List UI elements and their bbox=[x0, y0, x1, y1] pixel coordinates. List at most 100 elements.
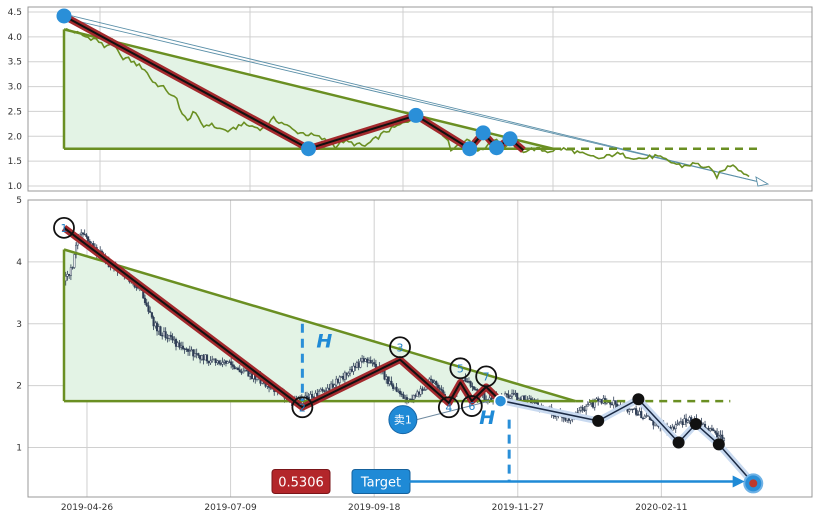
candle-body bbox=[204, 354, 207, 361]
ratio-badge bbox=[271, 469, 331, 495]
candle-body bbox=[149, 311, 152, 313]
candle-body bbox=[226, 361, 229, 364]
candle-body bbox=[147, 305, 150, 312]
candle-body bbox=[245, 370, 248, 372]
overview-y-tick: 2.0 bbox=[8, 132, 23, 142]
candle-body bbox=[523, 395, 526, 401]
candle-body bbox=[75, 244, 78, 255]
candle-body bbox=[431, 379, 434, 384]
detail-projection-dot bbox=[672, 436, 685, 449]
candle-body bbox=[242, 370, 245, 374]
overview-y-tick: 2.5 bbox=[8, 107, 22, 117]
overview-pivot-marker bbox=[56, 8, 72, 24]
candle-body bbox=[83, 233, 86, 236]
detail-projection-path bbox=[416, 393, 764, 494]
wave-label-7: 7 bbox=[483, 370, 490, 383]
overview-y-tick-labels: 1.0 1.5 2.0 2.5 3.0 3.5 4.0 4.5 bbox=[8, 8, 23, 192]
candle-body bbox=[169, 334, 172, 337]
overview-y-tick: 3.0 bbox=[8, 83, 23, 93]
detail-projection-dot bbox=[632, 393, 645, 406]
candle-body bbox=[488, 397, 491, 401]
candle-body bbox=[150, 312, 153, 318]
candle-body bbox=[87, 236, 90, 242]
candle-body bbox=[386, 376, 390, 385]
candle-body bbox=[333, 384, 336, 388]
candle-body bbox=[385, 376, 388, 380]
candle-body bbox=[192, 349, 195, 357]
candle-body bbox=[157, 326, 160, 332]
candle-body bbox=[635, 408, 638, 415]
candle-body bbox=[352, 365, 355, 372]
wave-label-2: 2 bbox=[299, 401, 306, 414]
candle-body bbox=[440, 388, 443, 391]
detail-height-label: H bbox=[316, 330, 332, 352]
candle-body bbox=[231, 364, 234, 367]
overview-panel: 1.0 1.5 2.0 2.5 3.0 3.5 4.0 4.5 bbox=[8, 6, 813, 192]
wave-label-6: 6 bbox=[468, 400, 475, 413]
candle-body bbox=[535, 402, 538, 404]
detail-sell-connector bbox=[416, 400, 490, 421]
candle-body bbox=[417, 391, 421, 395]
candle-body bbox=[421, 388, 424, 391]
candle-body bbox=[159, 326, 162, 336]
wave-label-ring bbox=[475, 365, 498, 388]
candle-body bbox=[650, 419, 653, 421]
candle-body bbox=[683, 418, 686, 426]
candle-body bbox=[641, 417, 645, 419]
candle-body bbox=[359, 360, 362, 368]
detail-x-tick-labels: 2019-04-26 2019-07-09 2019-09-18 2019-11-27… bbox=[61, 503, 688, 513]
candle-body bbox=[73, 254, 76, 268]
overview-y-tick: 1.5 bbox=[8, 157, 22, 167]
candle-body bbox=[585, 405, 588, 411]
detail-projection-dot bbox=[689, 417, 702, 430]
overview-pivot-marker bbox=[489, 140, 505, 156]
target-arrow-head bbox=[732, 475, 745, 488]
candle-body bbox=[564, 417, 567, 421]
candle-body bbox=[328, 387, 331, 390]
candle-body bbox=[195, 353, 198, 355]
candle-body bbox=[583, 409, 586, 411]
candle-body bbox=[722, 437, 726, 441]
detail-y-tick: 4 bbox=[16, 258, 22, 268]
candle-body bbox=[218, 360, 221, 364]
candle-body bbox=[321, 388, 324, 391]
candle-body bbox=[716, 432, 719, 438]
candle-body bbox=[685, 418, 688, 423]
candle-body bbox=[362, 358, 365, 362]
overview-projection-arrowhead bbox=[755, 176, 770, 187]
candle-body bbox=[469, 381, 472, 387]
candle-body bbox=[579, 407, 583, 411]
candle-body bbox=[243, 370, 246, 372]
candle-body bbox=[71, 267, 74, 269]
candle-body bbox=[69, 267, 72, 276]
candle-body bbox=[338, 376, 341, 383]
overview-y-tick: 4.0 bbox=[8, 33, 23, 43]
detail-projection-dot bbox=[592, 414, 605, 427]
sell-signal-marker bbox=[388, 405, 418, 435]
detail-x-tick: 2019-07-09 bbox=[204, 503, 257, 513]
candle-body bbox=[412, 395, 415, 400]
candle-body bbox=[395, 386, 398, 392]
candle-body bbox=[512, 393, 515, 395]
candle-body bbox=[562, 417, 565, 419]
overview-price-series bbox=[63, 27, 750, 180]
candle-body bbox=[612, 400, 615, 406]
candle-body bbox=[85, 234, 88, 237]
candle-body bbox=[161, 335, 164, 337]
candle-body bbox=[516, 392, 519, 401]
candle-body bbox=[419, 388, 422, 395]
candle-body bbox=[490, 397, 493, 401]
candle-body bbox=[212, 358, 215, 361]
candle-body bbox=[250, 373, 253, 380]
detail-projection-dot bbox=[712, 438, 725, 451]
candle-body bbox=[202, 355, 205, 361]
candle-body bbox=[404, 397, 407, 399]
candle-body bbox=[509, 396, 512, 399]
candle-body bbox=[631, 408, 634, 411]
candle-body bbox=[688, 417, 691, 421]
badge-group: 0.5306 Target bbox=[271, 469, 745, 495]
candle-body bbox=[638, 411, 641, 416]
candle-body bbox=[647, 415, 650, 417]
candle-body bbox=[709, 428, 712, 432]
